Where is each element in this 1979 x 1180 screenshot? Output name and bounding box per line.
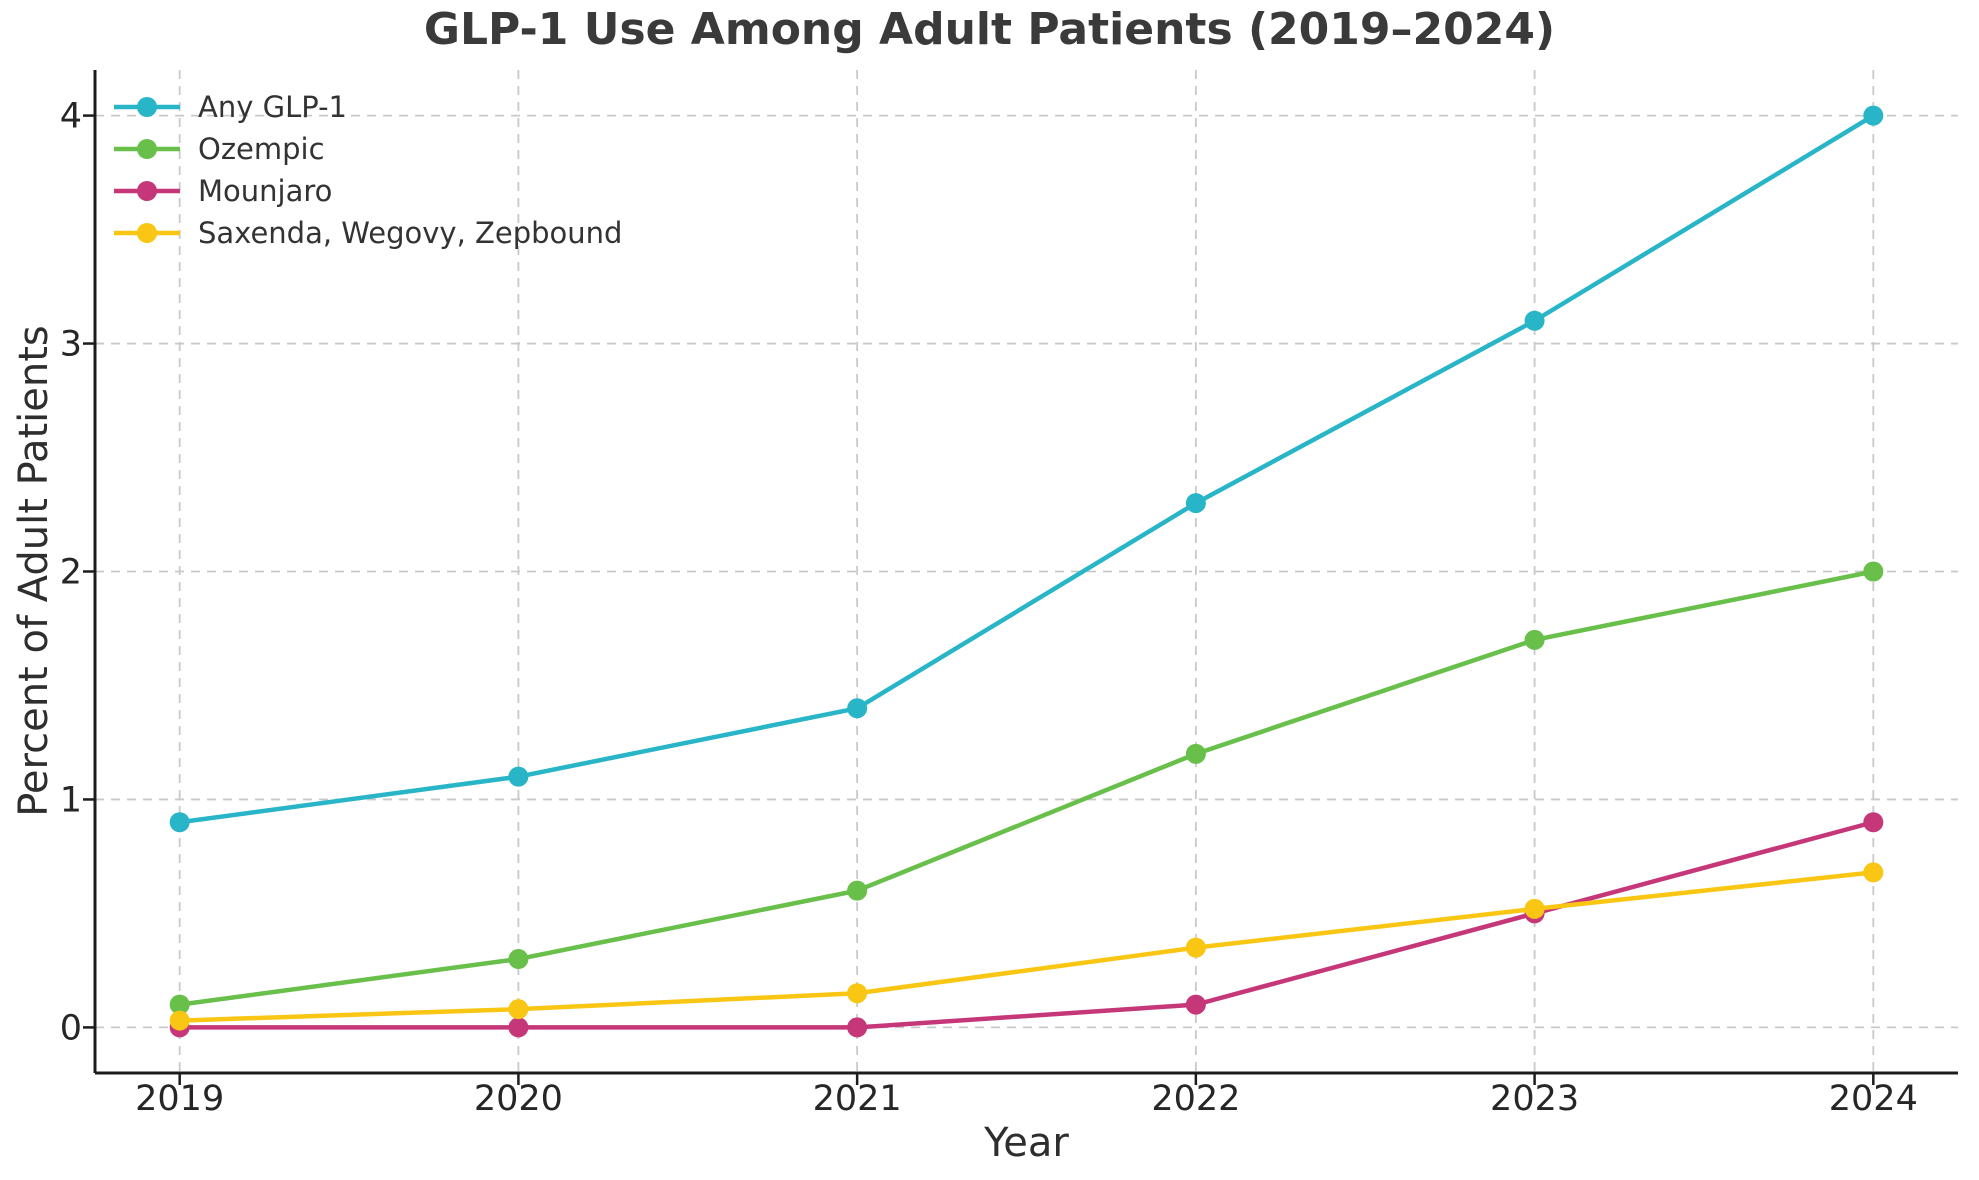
- data-point: [169, 994, 190, 1015]
- x-tick-label: 2020: [474, 1079, 563, 1119]
- chart-title: GLP-1 Use Among Adult Patients (2019–202…: [423, 4, 1556, 55]
- series-line-any-glp-1: [177, 113, 1876, 825]
- data-point: [1524, 898, 1545, 919]
- data-point: [1185, 994, 1206, 1015]
- data-point: [1185, 743, 1206, 764]
- x-tick-label: 2024: [1829, 1079, 1918, 1119]
- data-point: [847, 698, 868, 719]
- x-tick-label: 2019: [135, 1079, 224, 1119]
- data-point: [508, 1017, 529, 1038]
- legend-marker-icon: [114, 97, 180, 117]
- data-point: [847, 1017, 868, 1038]
- data-point: [847, 983, 868, 1004]
- x-tick-label: 2023: [1490, 1079, 1579, 1119]
- legend-marker-icon: [114, 223, 180, 243]
- data-point: [508, 766, 529, 787]
- series-line-ozempic: [177, 569, 1876, 1007]
- legend-label: Mounjaro: [198, 174, 333, 208]
- y-tick-label: 4: [60, 97, 82, 137]
- legend-marker-icon: [114, 181, 180, 201]
- legend-item-ozempic: Ozempic: [112, 128, 622, 170]
- data-point: [169, 1010, 190, 1031]
- x-tick-label: 2021: [813, 1079, 902, 1119]
- legend-label: Ozempic: [198, 132, 325, 166]
- data-point: [1185, 937, 1206, 958]
- y-tick-label: 3: [60, 325, 82, 365]
- legend: Any GLP-1 Ozempic Mounjaro Saxenda, Wegovy,…: [112, 86, 622, 254]
- data-point: [1863, 105, 1884, 126]
- series-line-mounjaro: [177, 820, 1876, 1030]
- data-point: [1524, 310, 1545, 331]
- legend-item-saxenda-wegovy-zepbound: Saxenda, Wegovy, Zepbound: [112, 212, 622, 254]
- legend-label: Any GLP-1: [198, 90, 347, 124]
- data-point: [847, 880, 868, 901]
- y-tick-label: 2: [60, 553, 82, 593]
- x-tick-label: 2022: [1151, 1079, 1240, 1119]
- data-point: [169, 812, 190, 833]
- legend-item-any-glp-1: Any GLP-1: [112, 86, 622, 128]
- legend-label: Saxenda, Wegovy, Zepbound: [198, 216, 623, 250]
- legend-marker-icon: [114, 139, 180, 159]
- data-point: [508, 949, 529, 970]
- y-tick-label: 1: [60, 780, 82, 820]
- data-point: [1863, 862, 1884, 883]
- legend-item-mounjaro: Mounjaro: [112, 170, 622, 212]
- series-line-saxenda-wegovy-zepbound: [177, 870, 1876, 1023]
- data-point: [1185, 493, 1206, 514]
- data-point: [1524, 629, 1545, 650]
- data-point: [1863, 812, 1884, 833]
- data-point: [1863, 561, 1884, 582]
- data-point: [508, 999, 529, 1020]
- x-axis-label: Year: [984, 1120, 1069, 1166]
- y-axis-label: Percent of Adult Patients: [11, 325, 57, 817]
- y-tick-label: 0: [60, 1008, 82, 1048]
